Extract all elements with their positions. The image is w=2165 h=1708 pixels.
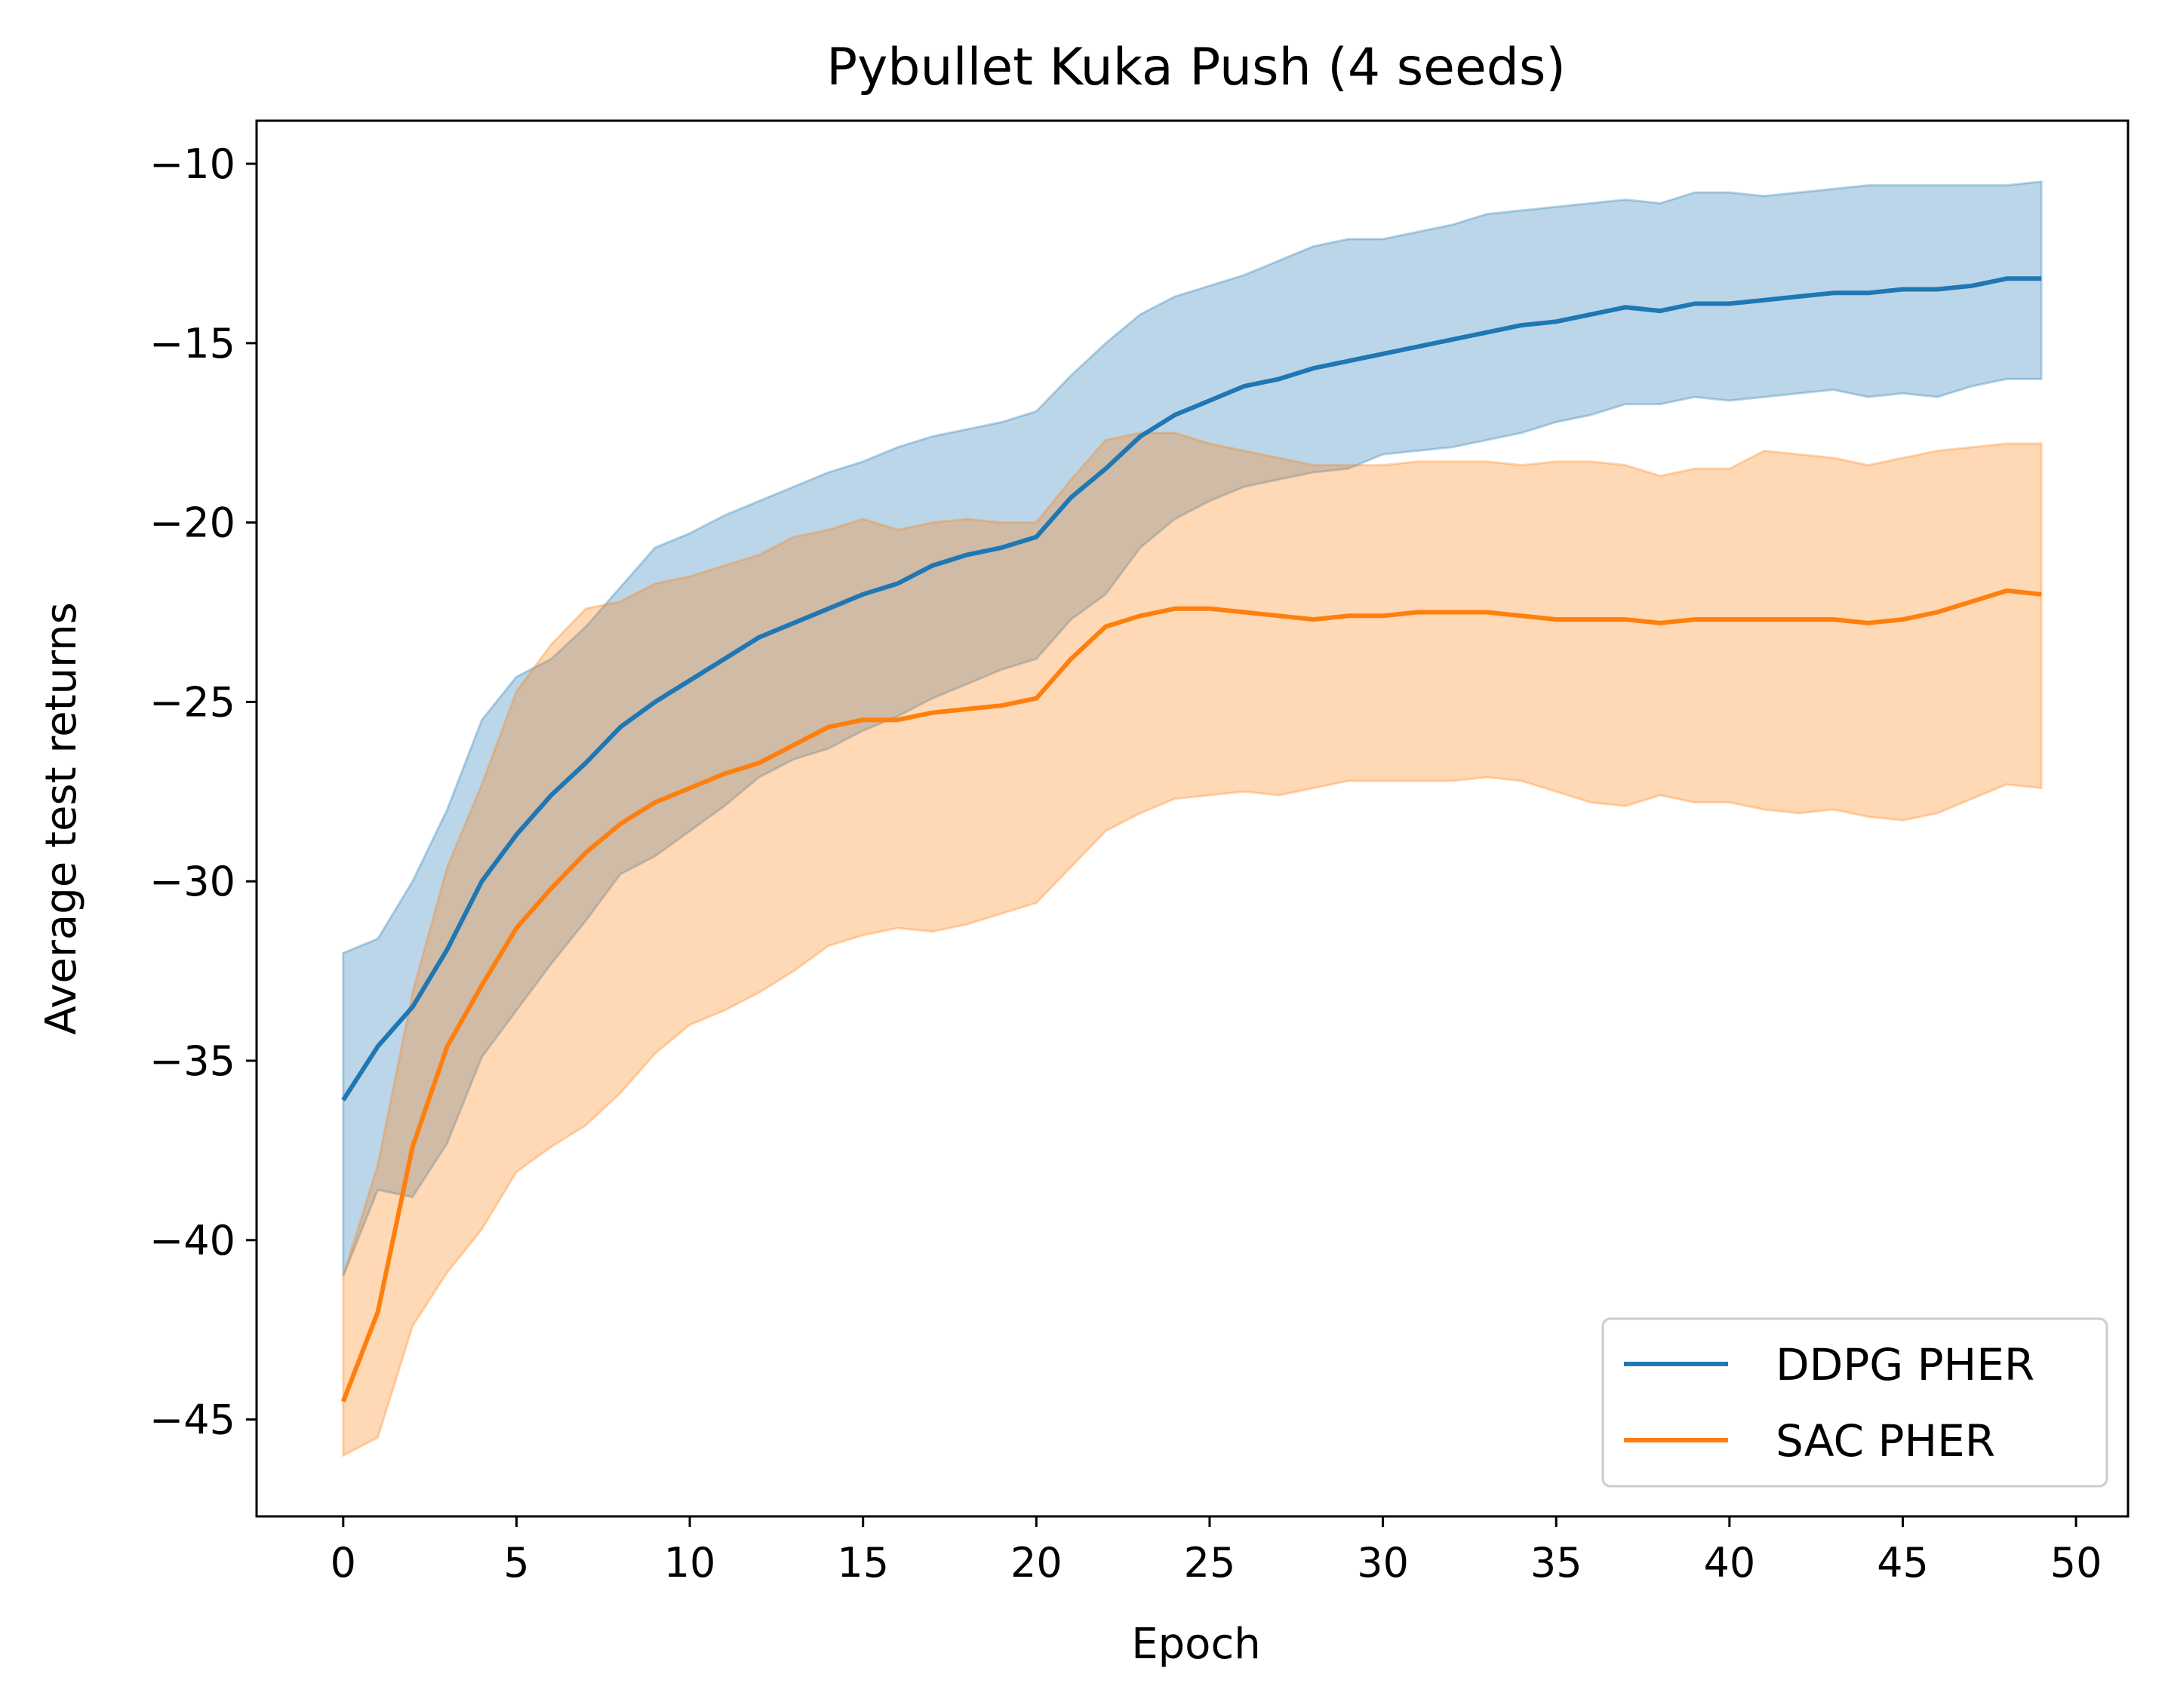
sac-pher-legend-label: SAC PHER bbox=[1776, 1415, 1995, 1467]
series-lines bbox=[341, 276, 2042, 1402]
x-tick-label: 50 bbox=[2050, 1539, 2102, 1587]
chart-title: Pybullet Kuka Push (4 seeds) bbox=[826, 38, 1566, 97]
x-tick-label: 10 bbox=[664, 1539, 716, 1587]
y-tick-label: −45 bbox=[149, 1396, 235, 1444]
legend: DDPG PHER SAC PHER bbox=[1601, 1317, 2108, 1488]
y-tick-label: −10 bbox=[149, 140, 235, 188]
x-axis: 0 5 10 15 20 25 30 35 40 45 50 bbox=[331, 1516, 2102, 1587]
x-tick-label: 25 bbox=[1184, 1539, 1236, 1587]
plot-frame bbox=[255, 119, 2130, 1518]
x-tick-label: 0 bbox=[331, 1539, 356, 1587]
y-axis-label: Average test returns bbox=[37, 602, 86, 1035]
x-tick-label: 5 bbox=[503, 1539, 529, 1587]
y-tick-label: −15 bbox=[149, 320, 235, 367]
y-tick-label: −35 bbox=[149, 1037, 235, 1085]
x-tick-label: 20 bbox=[1010, 1539, 1063, 1587]
y-tick-label: −40 bbox=[149, 1217, 235, 1264]
x-tick-label: 15 bbox=[837, 1539, 889, 1587]
y-tick-label: −30 bbox=[149, 858, 235, 905]
y-tick-label: −25 bbox=[149, 678, 235, 726]
y-tick-label: −20 bbox=[149, 499, 235, 547]
ddpg-pher-line bbox=[341, 276, 2042, 1101]
confidence-bands bbox=[342, 180, 2043, 1458]
x-tick-label: 40 bbox=[1703, 1539, 1755, 1587]
ddpg-pher-legend-label: DDPG PHER bbox=[1776, 1339, 2034, 1390]
legend-box bbox=[1601, 1317, 2108, 1488]
sac-pher-line bbox=[341, 588, 2042, 1402]
x-tick-label: 35 bbox=[1530, 1539, 1582, 1587]
x-tick-label: 45 bbox=[1877, 1539, 1929, 1587]
sac-pher-band bbox=[342, 432, 2043, 1458]
x-axis-label: Epoch bbox=[1131, 1620, 1260, 1669]
y-axis: −45 −40 −35 −30 −25 −20 −15 −10 bbox=[149, 140, 257, 1444]
x-tick-label: 30 bbox=[1357, 1539, 1409, 1587]
